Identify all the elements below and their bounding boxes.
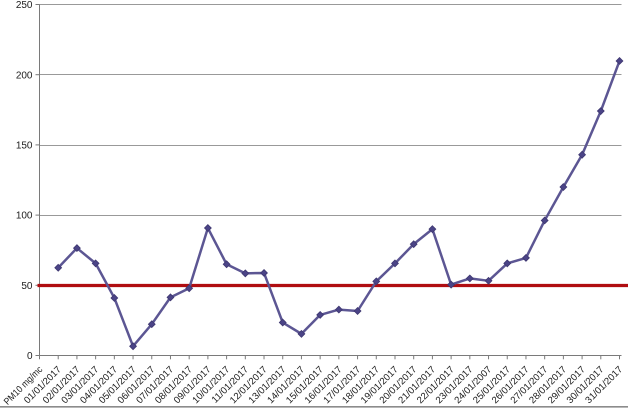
svg-text:250: 250 (16, 0, 33, 11)
svg-text:150: 150 (16, 141, 33, 152)
svg-text:50: 50 (21, 281, 33, 292)
svg-text:0: 0 (27, 351, 33, 362)
svg-text:100: 100 (16, 211, 33, 222)
svg-text:200: 200 (16, 70, 33, 81)
